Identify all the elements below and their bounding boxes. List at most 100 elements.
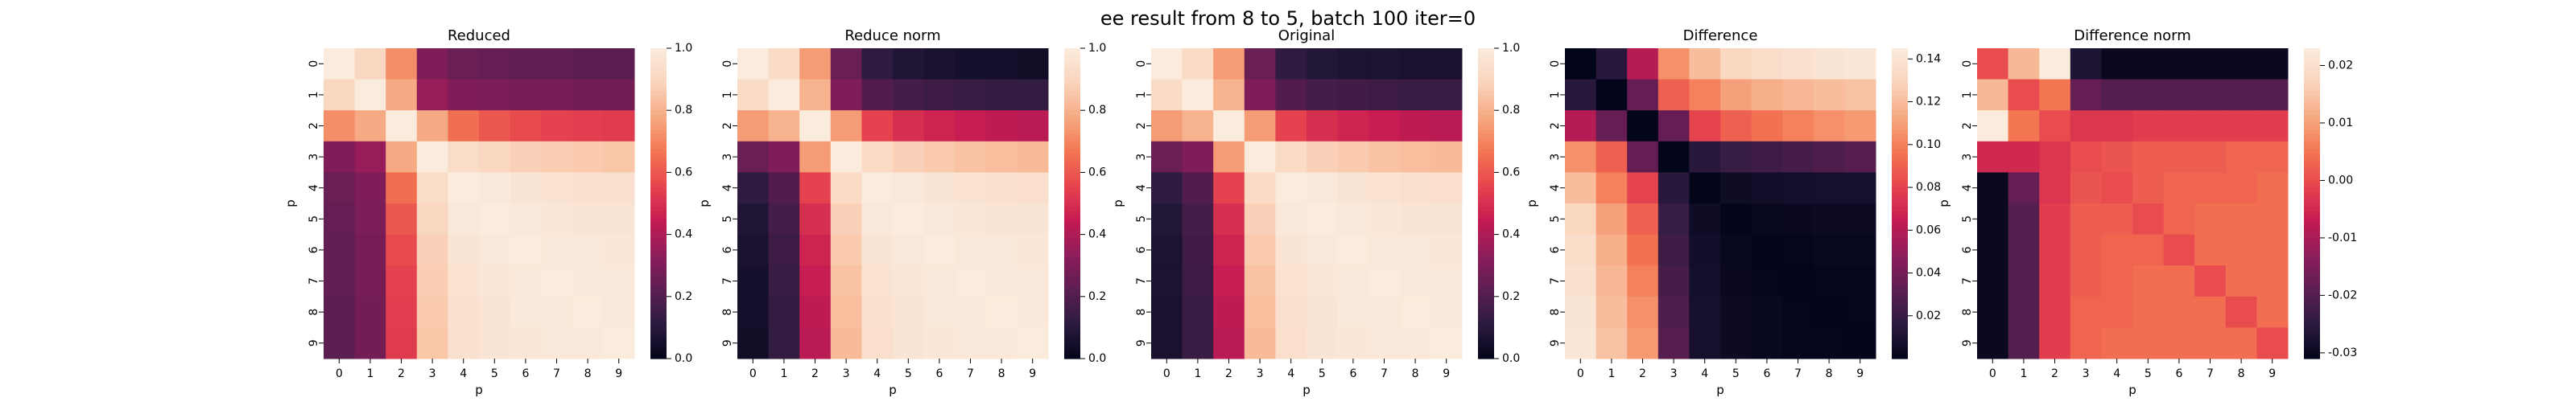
colorbar-segment [2304, 117, 2320, 123]
colorbar-segment [1478, 219, 1494, 224]
heatmap-cell [1844, 234, 1876, 266]
heatmap-cell [572, 265, 604, 297]
heatmap-cell [1213, 48, 1245, 80]
heatmap-cell [923, 327, 956, 359]
x-tick-label: 0 [1577, 367, 1584, 380]
heatmap-cell [1565, 79, 1597, 111]
heatmap-cell [1813, 203, 1845, 236]
colorbar-segment [650, 292, 667, 297]
colorbar-segment [650, 289, 667, 293]
heatmap-cell [1627, 110, 1659, 142]
heatmap-cell [386, 327, 418, 359]
heatmap-cell [893, 79, 925, 111]
colorbar-segment [2304, 281, 2320, 285]
heatmap-cell [2008, 265, 2040, 297]
colorbar-segment [1892, 110, 1908, 115]
heatmap-cell [1017, 234, 1049, 266]
heatmap-cell [955, 265, 987, 297]
colorbar-tick-label: 0.00 [2328, 174, 2353, 187]
heatmap-cell [1720, 110, 1752, 142]
colorbar-segment [1478, 110, 1494, 115]
colorbar-segment [1064, 289, 1080, 293]
colorbar-segment [2304, 335, 2320, 340]
heatmap-cell [2132, 327, 2165, 359]
y-tick-label: 5 [1961, 215, 1974, 223]
heatmap-cell [603, 265, 635, 297]
heatmap-cell [572, 172, 604, 204]
heatmap-cell [2039, 296, 2071, 328]
heatmap-cell [386, 141, 418, 173]
colorbar-segment [2304, 289, 2320, 293]
colorbar-segment [2304, 153, 2320, 158]
heatmap-cell [1430, 141, 1463, 173]
heatmap-cell [1430, 296, 1463, 328]
colorbar-segment [2304, 343, 2320, 348]
heatmap-cell [1720, 327, 1752, 359]
x-tick-label: 8 [1826, 367, 1833, 380]
colorbar-segment [1478, 331, 1494, 336]
colorbar-segment [1478, 269, 1494, 274]
heatmap-cell [893, 110, 925, 142]
colorbar-tick-label: 0.0 [1088, 352, 1106, 365]
heatmap-cell [2101, 203, 2133, 236]
colorbar-segment [650, 68, 667, 72]
heatmap-cell [1813, 48, 1845, 80]
heatmap-cell [768, 48, 800, 80]
heatmap-cell [1720, 296, 1752, 328]
heatmap-cell [955, 48, 987, 80]
heatmap-cell [354, 203, 386, 236]
y-tick-label: 5 [1549, 215, 1562, 223]
heatmap-cell [1657, 234, 1690, 266]
heatmap-cell [1182, 265, 1214, 297]
heatmap-cell [1307, 110, 1339, 142]
x-tick-label: 9 [1443, 367, 1450, 380]
colorbar-segment [1064, 75, 1080, 80]
colorbar-segment [1064, 68, 1080, 72]
heatmap-cell [1782, 327, 1814, 359]
heatmap-cell [1596, 141, 1628, 173]
heatmap-cell [1689, 203, 1721, 236]
y-tick-label: 9 [1549, 339, 1562, 347]
heatmap-cell [2101, 327, 2133, 359]
heatmap-cell [1244, 79, 1276, 111]
x-tick-label: 4 [2113, 367, 2120, 380]
colorbar-segment [1892, 168, 1908, 173]
colorbar-segment [2304, 91, 2320, 96]
heatmap-cell [1368, 203, 1401, 236]
heatmap-cell [541, 141, 573, 173]
colorbar-segment [1478, 347, 1494, 351]
heatmap-cell [1627, 296, 1659, 328]
heatmap-cell [985, 265, 1018, 297]
heatmap-cell [324, 172, 356, 204]
colorbar-segment [2304, 234, 2320, 240]
colorbar-segment [650, 176, 667, 181]
colorbar-segment [1478, 59, 1494, 64]
heatmap-cell [1751, 327, 1783, 359]
colorbar-tick-label: 0.8 [1088, 104, 1106, 117]
colorbar-segment [1478, 195, 1494, 200]
colorbar-segment [1892, 261, 1908, 266]
heatmap-cell [510, 203, 542, 236]
heatmap-cell [1017, 79, 1049, 111]
heatmap-cell [1751, 79, 1783, 111]
heatmap-cell [2256, 327, 2289, 359]
panel-title: Original [1278, 27, 1335, 44]
colorbar-segment [1478, 183, 1494, 189]
colorbar-tick-label: 0.6 [675, 166, 692, 178]
heatmap-cell [1657, 141, 1690, 173]
colorbar-segment [1064, 114, 1080, 119]
heatmap-cell [1977, 172, 2009, 204]
heatmap-cell [572, 203, 604, 236]
heatmap-cell [1337, 296, 1369, 328]
heatmap-cell [386, 172, 418, 204]
heatmap-cell [893, 234, 925, 266]
heatmap-cell [1368, 327, 1401, 359]
heatmap-cell [416, 48, 448, 80]
heatmap-cell [799, 296, 832, 328]
colorbar-segment [1064, 215, 1080, 219]
heatmap-cell [324, 48, 356, 80]
heatmap-cell [737, 203, 770, 236]
figure-suptitle: ee result from 8 to 5, batch 100 iter=0 [1100, 7, 1476, 30]
colorbar-segment [650, 83, 667, 88]
heatmap-cell [1657, 265, 1690, 297]
